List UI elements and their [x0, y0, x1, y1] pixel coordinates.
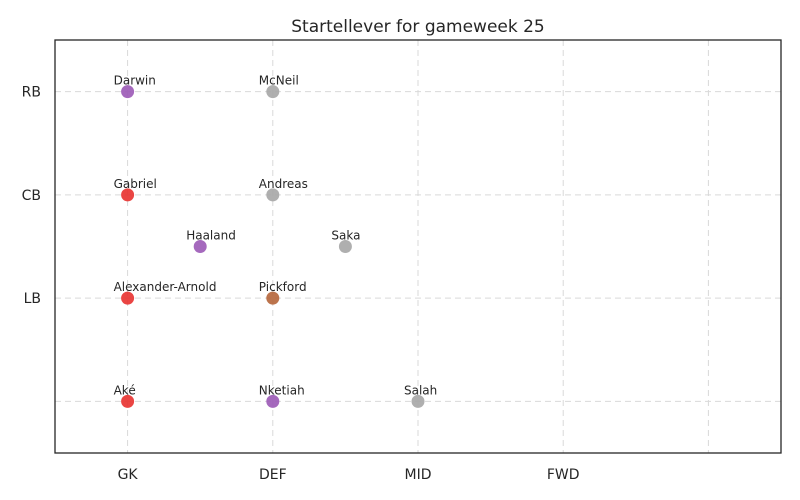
- point-label: Salah: [404, 383, 437, 397]
- data-point: [266, 188, 280, 202]
- data-points: [121, 85, 425, 408]
- data-point: [121, 188, 135, 202]
- x-axis-ticks: GK DEF MID FWD: [118, 467, 580, 483]
- data-point: [266, 394, 280, 408]
- point-label: McNeil: [259, 74, 299, 88]
- y-tick-label: LB: [24, 291, 41, 307]
- data-point: [193, 240, 207, 253]
- point-label: Andreas: [259, 177, 308, 191]
- x-tick-label: MID: [405, 467, 432, 483]
- point-label: Alexander-Arnold: [114, 280, 217, 294]
- data-point: [121, 394, 135, 408]
- data-point: [121, 85, 135, 99]
- y-axis-ticks: LB CB RB: [22, 85, 41, 308]
- data-point: [266, 85, 280, 99]
- point-label: Gabriel: [114, 177, 157, 191]
- data-point: [411, 394, 425, 408]
- x-tick-label: FWD: [547, 467, 580, 483]
- data-point: [266, 291, 280, 305]
- plot-frame: [54, 39, 782, 454]
- chart-title: Startellever for gameweek 25: [291, 17, 545, 37]
- data-point: [338, 240, 352, 253]
- point-labels: Darwin McNeil Gabriel Andreas Haaland Saka Ale…: [114, 74, 438, 398]
- point-label: Nketiah: [259, 383, 305, 397]
- data-point: [121, 291, 135, 305]
- point-label: Saka: [331, 229, 360, 243]
- y-tick-label: RB: [22, 85, 41, 101]
- y-tick-label: CB: [22, 188, 41, 204]
- point-label: Pickford: [259, 280, 307, 294]
- point-label: Aké: [114, 383, 136, 397]
- point-label: Darwin: [114, 74, 156, 88]
- point-label: Haaland: [186, 229, 236, 243]
- x-tick-label: GK: [118, 467, 139, 483]
- x-tick-label: DEF: [259, 467, 287, 483]
